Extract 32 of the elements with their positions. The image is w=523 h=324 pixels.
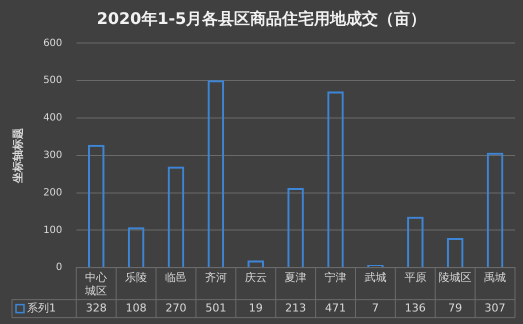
data-label: 79: [448, 301, 462, 314]
y-tick-label: 300: [43, 150, 62, 161]
y-tick-label: 100: [43, 224, 62, 236]
y-tick-label: 500: [43, 75, 62, 86]
x-tick-label: 中心城区: [84, 271, 108, 298]
legend-label: 系列1: [27, 301, 56, 314]
x-tick-label: 乐陵: [125, 271, 148, 284]
chart-title: 2020年1-5月各县区商品住宅用地成交（亩）: [96, 8, 426, 28]
x-tick-label: 庆云: [244, 271, 267, 284]
data-label: 136: [404, 301, 426, 314]
y-tick-label: 600: [43, 38, 62, 49]
data-label: 213: [285, 301, 306, 314]
data-label: 7: [372, 301, 379, 314]
x-tick-label: 宁津: [324, 271, 347, 284]
x-tick-label: 齐河: [204, 271, 227, 284]
x-tick-label: 夏津: [284, 271, 307, 284]
x-tick-label: 禹城: [484, 271, 506, 284]
x-tick-label: 武城: [364, 271, 386, 284]
y-tick-label: 200: [43, 187, 62, 198]
y-tick-label: 0: [56, 262, 62, 274]
data-label: 108: [126, 301, 147, 314]
data-label: 328: [86, 301, 107, 314]
data-label: 19: [248, 301, 263, 314]
y-tick-label: 400: [43, 112, 62, 124]
x-tick-label: 陵城区: [438, 271, 472, 284]
x-tick-label: 临邑: [164, 271, 187, 284]
data-label: 471: [325, 301, 346, 314]
x-tick-label: 平原: [404, 271, 426, 284]
y-axis-title: 坐标轴标题: [11, 128, 24, 184]
data-label: 270: [165, 301, 186, 314]
data-label: 501: [205, 301, 226, 314]
data-label: 307: [484, 301, 506, 314]
